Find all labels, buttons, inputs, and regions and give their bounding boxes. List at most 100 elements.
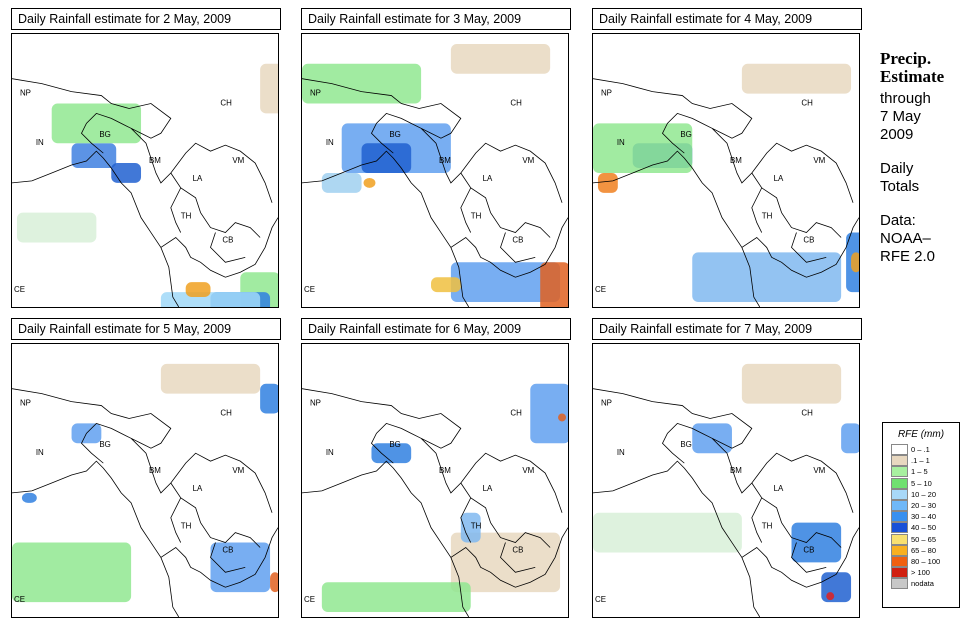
country-label-np: NP [310,399,321,408]
country-label-in: IN [617,448,625,457]
rainfall-area [160,292,261,307]
legend-item: 0 – .1 [891,444,959,456]
legend-item: nodata [891,578,959,590]
country-label-np: NP [310,89,321,98]
legend-swatch [891,522,908,534]
rainfall-area [593,512,742,553]
rainfall-area [558,413,567,422]
panel-title: Daily Rainfall estimate for 3 May, 2009 [301,8,571,30]
country-label-np: NP [20,89,31,98]
country-label-cb: CB [222,545,233,554]
country-label-bm: BM [149,466,161,475]
legend-swatch [891,511,908,523]
country-label-ch: CH [510,98,522,107]
panel-title: Daily Rainfall estimate for 7 May, 2009 [592,318,862,340]
caption-title-line1: Precip. [880,49,932,68]
rainfall-map: NP IN BG CH BM VM LA TH CB CE [592,33,860,308]
country-label-bg: BG [680,130,691,139]
legend-swatch [891,477,908,489]
rainfall-area [692,252,842,303]
legend-item: > 100 [891,567,959,579]
legend-item: 10 – 20 [891,488,959,500]
panel-title: Daily Rainfall estimate for 6 May, 2009 [301,318,571,340]
country-label-in: IN [326,138,334,147]
country-label-ch: CH [801,98,813,107]
rainfall-area [210,542,271,593]
rainfall-panel: Daily Rainfall estimate for 6 May, 2009 N… [301,318,571,618]
rainfall-map: NP IN BG CH BM VM LA TH CB CE [11,33,279,308]
rainfall-map: NP IN BG CH BM VM LA TH CB CE [592,343,860,618]
country-label-ce: CE [304,595,315,604]
rainfall-area [185,282,211,298]
legend-swatch [891,533,908,545]
legend-item: 5 – 10 [891,477,959,489]
legend-label: 65 – 80 [911,545,937,555]
country-label-la: LA [774,174,784,183]
caption-title-line2: Estimate [880,67,945,86]
rainfall-area [71,143,117,169]
rainfall-panel: Daily Rainfall estimate for 5 May, 2009 N… [11,318,281,618]
country-label-vm: VM [522,466,534,475]
caption-product: RFE 2.0 [880,248,936,265]
country-label-cb: CB [222,235,233,244]
rainfall-area [302,63,422,104]
rainfall-area [826,592,835,601]
country-label-bg: BG [389,130,400,139]
rainfall-area [540,262,568,307]
country-label-ce: CE [595,285,606,294]
legend-label: nodata [911,579,934,589]
legend-label: 80 – 100 [911,556,941,566]
coastline [302,150,568,307]
country-label-vm: VM [813,466,825,475]
country-label-th: TH [471,522,482,531]
rainfall-area [371,443,412,464]
country-label-bm: BM [149,156,161,165]
country-label-la: LA [193,484,203,493]
rainfall-panel: Daily Rainfall estimate for 4 May, 2009 N… [592,8,862,308]
country-label-th: TH [471,212,482,221]
caption-totals: Totals [880,178,920,195]
rainfall-area [321,172,362,193]
caption-through: through [880,90,931,107]
rainfall-area [450,262,561,303]
country-label-bg: BG [99,440,110,449]
rainfall-area [270,572,278,593]
country-label-bm: BM [439,466,451,475]
legend-label: 30 – 40 [911,512,937,522]
legend-swatch [891,500,908,512]
rainfall-area [851,252,859,273]
rainfall-area [260,63,278,114]
country-borders [593,388,854,573]
rainfall-area [741,63,852,94]
country-label-ce: CE [304,285,315,294]
country-label-vm: VM [232,156,244,165]
country-label-la: LA [483,174,493,183]
caption-data: Data: [880,212,916,229]
legend-label: 5 – 10 [911,478,932,488]
legend-swatch [891,567,908,579]
legend-swatch [891,578,908,590]
caption-date: 7 May [880,108,921,125]
rainfall-area [741,363,842,404]
country-label-bm: BM [730,466,742,475]
country-borders [593,78,854,263]
country-label-bg: BG [680,440,691,449]
rainfall-panel: Daily Rainfall estimate for 2 May, 2009 N… [11,8,281,308]
rainfall-area [160,363,261,394]
country-label-ce: CE [14,285,25,294]
rainfall-area [51,103,142,144]
rainfall-map: NP IN BG CH BM VM LA TH CB CE [11,343,279,618]
country-label-vm: VM [522,156,534,165]
rainfall-area [597,172,618,193]
country-label-cb: CB [803,545,814,554]
legend-item: 40 – 50 [891,522,959,534]
country-label-ch: CH [510,408,522,417]
legend-swatch [891,488,908,500]
legend-label: 0 – .1 [911,445,930,455]
rainfall-area [450,43,551,74]
coastline [302,460,568,617]
rainfall-map: NP IN BG CH BM VM LA TH CB CE [301,343,569,618]
country-label-in: IN [36,448,44,457]
legend-swatch [891,555,908,567]
